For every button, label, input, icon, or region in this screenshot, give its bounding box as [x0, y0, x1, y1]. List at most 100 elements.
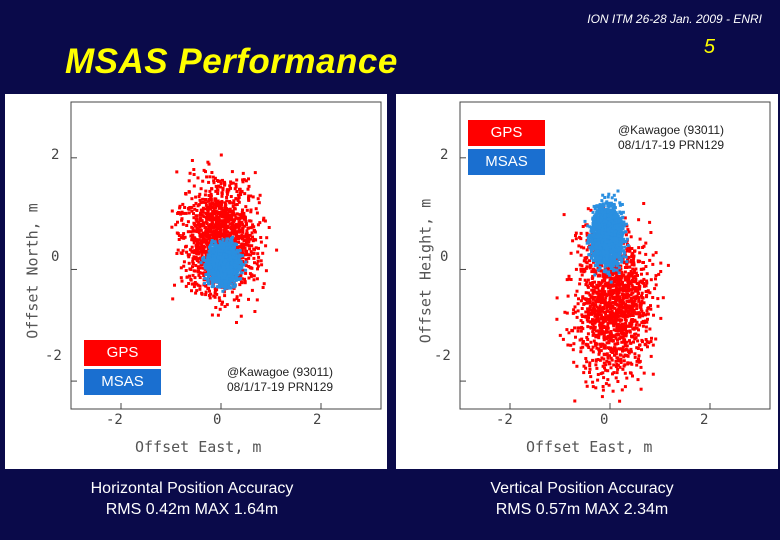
gps-point — [631, 314, 635, 317]
gps-point — [600, 327, 604, 331]
msas-point — [227, 245, 231, 249]
gps-point — [609, 307, 612, 310]
msas-point — [232, 272, 236, 276]
gps-point — [204, 249, 208, 253]
gps-point — [618, 318, 622, 322]
y-tick-label: -2 — [45, 348, 62, 364]
gps-point — [602, 310, 606, 314]
x-tick-label: 0 — [213, 412, 222, 428]
gps-point — [625, 330, 629, 334]
horizontal-scatter-plot: 2 0 -2 -2 0 2 Offset East, m Offset Nort… — [5, 94, 387, 469]
gps-point — [237, 220, 241, 224]
gps-point — [614, 316, 617, 320]
gps-point — [195, 248, 199, 252]
gps-point — [621, 325, 625, 329]
gps-point — [628, 288, 632, 292]
gps-point — [237, 226, 241, 230]
gps-point — [225, 188, 229, 192]
gps-point — [652, 313, 655, 317]
gps-point — [218, 210, 222, 214]
gps-point — [602, 335, 606, 339]
gps-point — [633, 299, 637, 302]
gps-point — [629, 324, 633, 328]
gps-point — [595, 283, 599, 287]
gps-point — [644, 313, 647, 317]
gps-point — [202, 250, 206, 254]
gps-point — [191, 237, 195, 241]
gps-point — [596, 318, 600, 322]
gps-point — [624, 289, 628, 293]
gps-point — [247, 197, 251, 201]
gps-point — [637, 299, 641, 303]
gps-point — [230, 209, 234, 213]
gps-point — [599, 313, 603, 317]
gps-point — [555, 317, 559, 321]
gps-point — [243, 277, 246, 281]
gps-point — [181, 249, 185, 253]
gps-point — [609, 277, 613, 281]
gps-point — [625, 224, 629, 228]
gps-point — [609, 338, 613, 342]
gps-point — [249, 208, 253, 212]
gps-point — [635, 312, 638, 316]
msas-point — [206, 256, 210, 260]
gps-point — [631, 259, 635, 263]
gps-point — [579, 346, 583, 350]
gps-point — [629, 341, 633, 345]
gps-point — [198, 217, 202, 220]
gps-point — [193, 249, 197, 253]
gps-point — [608, 278, 612, 282]
gps-point — [579, 350, 583, 354]
gps-point — [584, 266, 588, 270]
plot-frame — [459, 101, 771, 410]
gps-point — [231, 222, 235, 226]
gps-point — [253, 310, 257, 313]
gps-point — [241, 215, 245, 219]
gps-point — [584, 283, 588, 287]
gps-point — [603, 292, 607, 296]
msas-point — [212, 243, 215, 247]
gps-point — [240, 281, 244, 285]
gps-point — [646, 317, 649, 321]
msas-point — [624, 240, 628, 243]
gps-point — [252, 278, 256, 282]
gps-point — [251, 235, 254, 239]
gps-point — [264, 244, 268, 248]
gps-point — [642, 371, 646, 375]
msas-point — [233, 270, 237, 273]
gps-point — [642, 277, 646, 281]
gps-point — [606, 324, 610, 328]
gps-point — [200, 250, 204, 254]
gps-point — [629, 320, 633, 324]
gps-point — [642, 267, 646, 271]
gps-point — [213, 217, 216, 221]
gps-point — [249, 237, 252, 241]
gps-point — [234, 237, 238, 241]
gps-point — [629, 361, 633, 365]
gps-point — [204, 203, 208, 207]
gps-point — [217, 202, 221, 206]
gps-point — [642, 202, 646, 205]
gps-point — [594, 386, 598, 390]
gps-point — [633, 355, 637, 359]
msas-point — [210, 257, 214, 261]
gps-point — [645, 309, 649, 313]
gps-point — [604, 284, 608, 288]
gps-point — [225, 199, 229, 203]
gps-point — [632, 304, 636, 308]
gps-point — [233, 207, 237, 211]
gps-point — [614, 376, 618, 380]
gps-point — [187, 211, 191, 215]
gps-point — [597, 331, 601, 335]
gps-point — [243, 246, 247, 250]
gps-point — [604, 382, 608, 386]
gps-point — [622, 333, 626, 337]
gps-point — [252, 225, 256, 229]
gps-point — [636, 274, 639, 277]
gps-point — [244, 264, 248, 268]
gps-point — [194, 291, 198, 295]
msas-point — [206, 264, 210, 268]
gps-point — [208, 189, 212, 193]
gps-point — [594, 299, 598, 303]
gps-point — [221, 233, 225, 236]
